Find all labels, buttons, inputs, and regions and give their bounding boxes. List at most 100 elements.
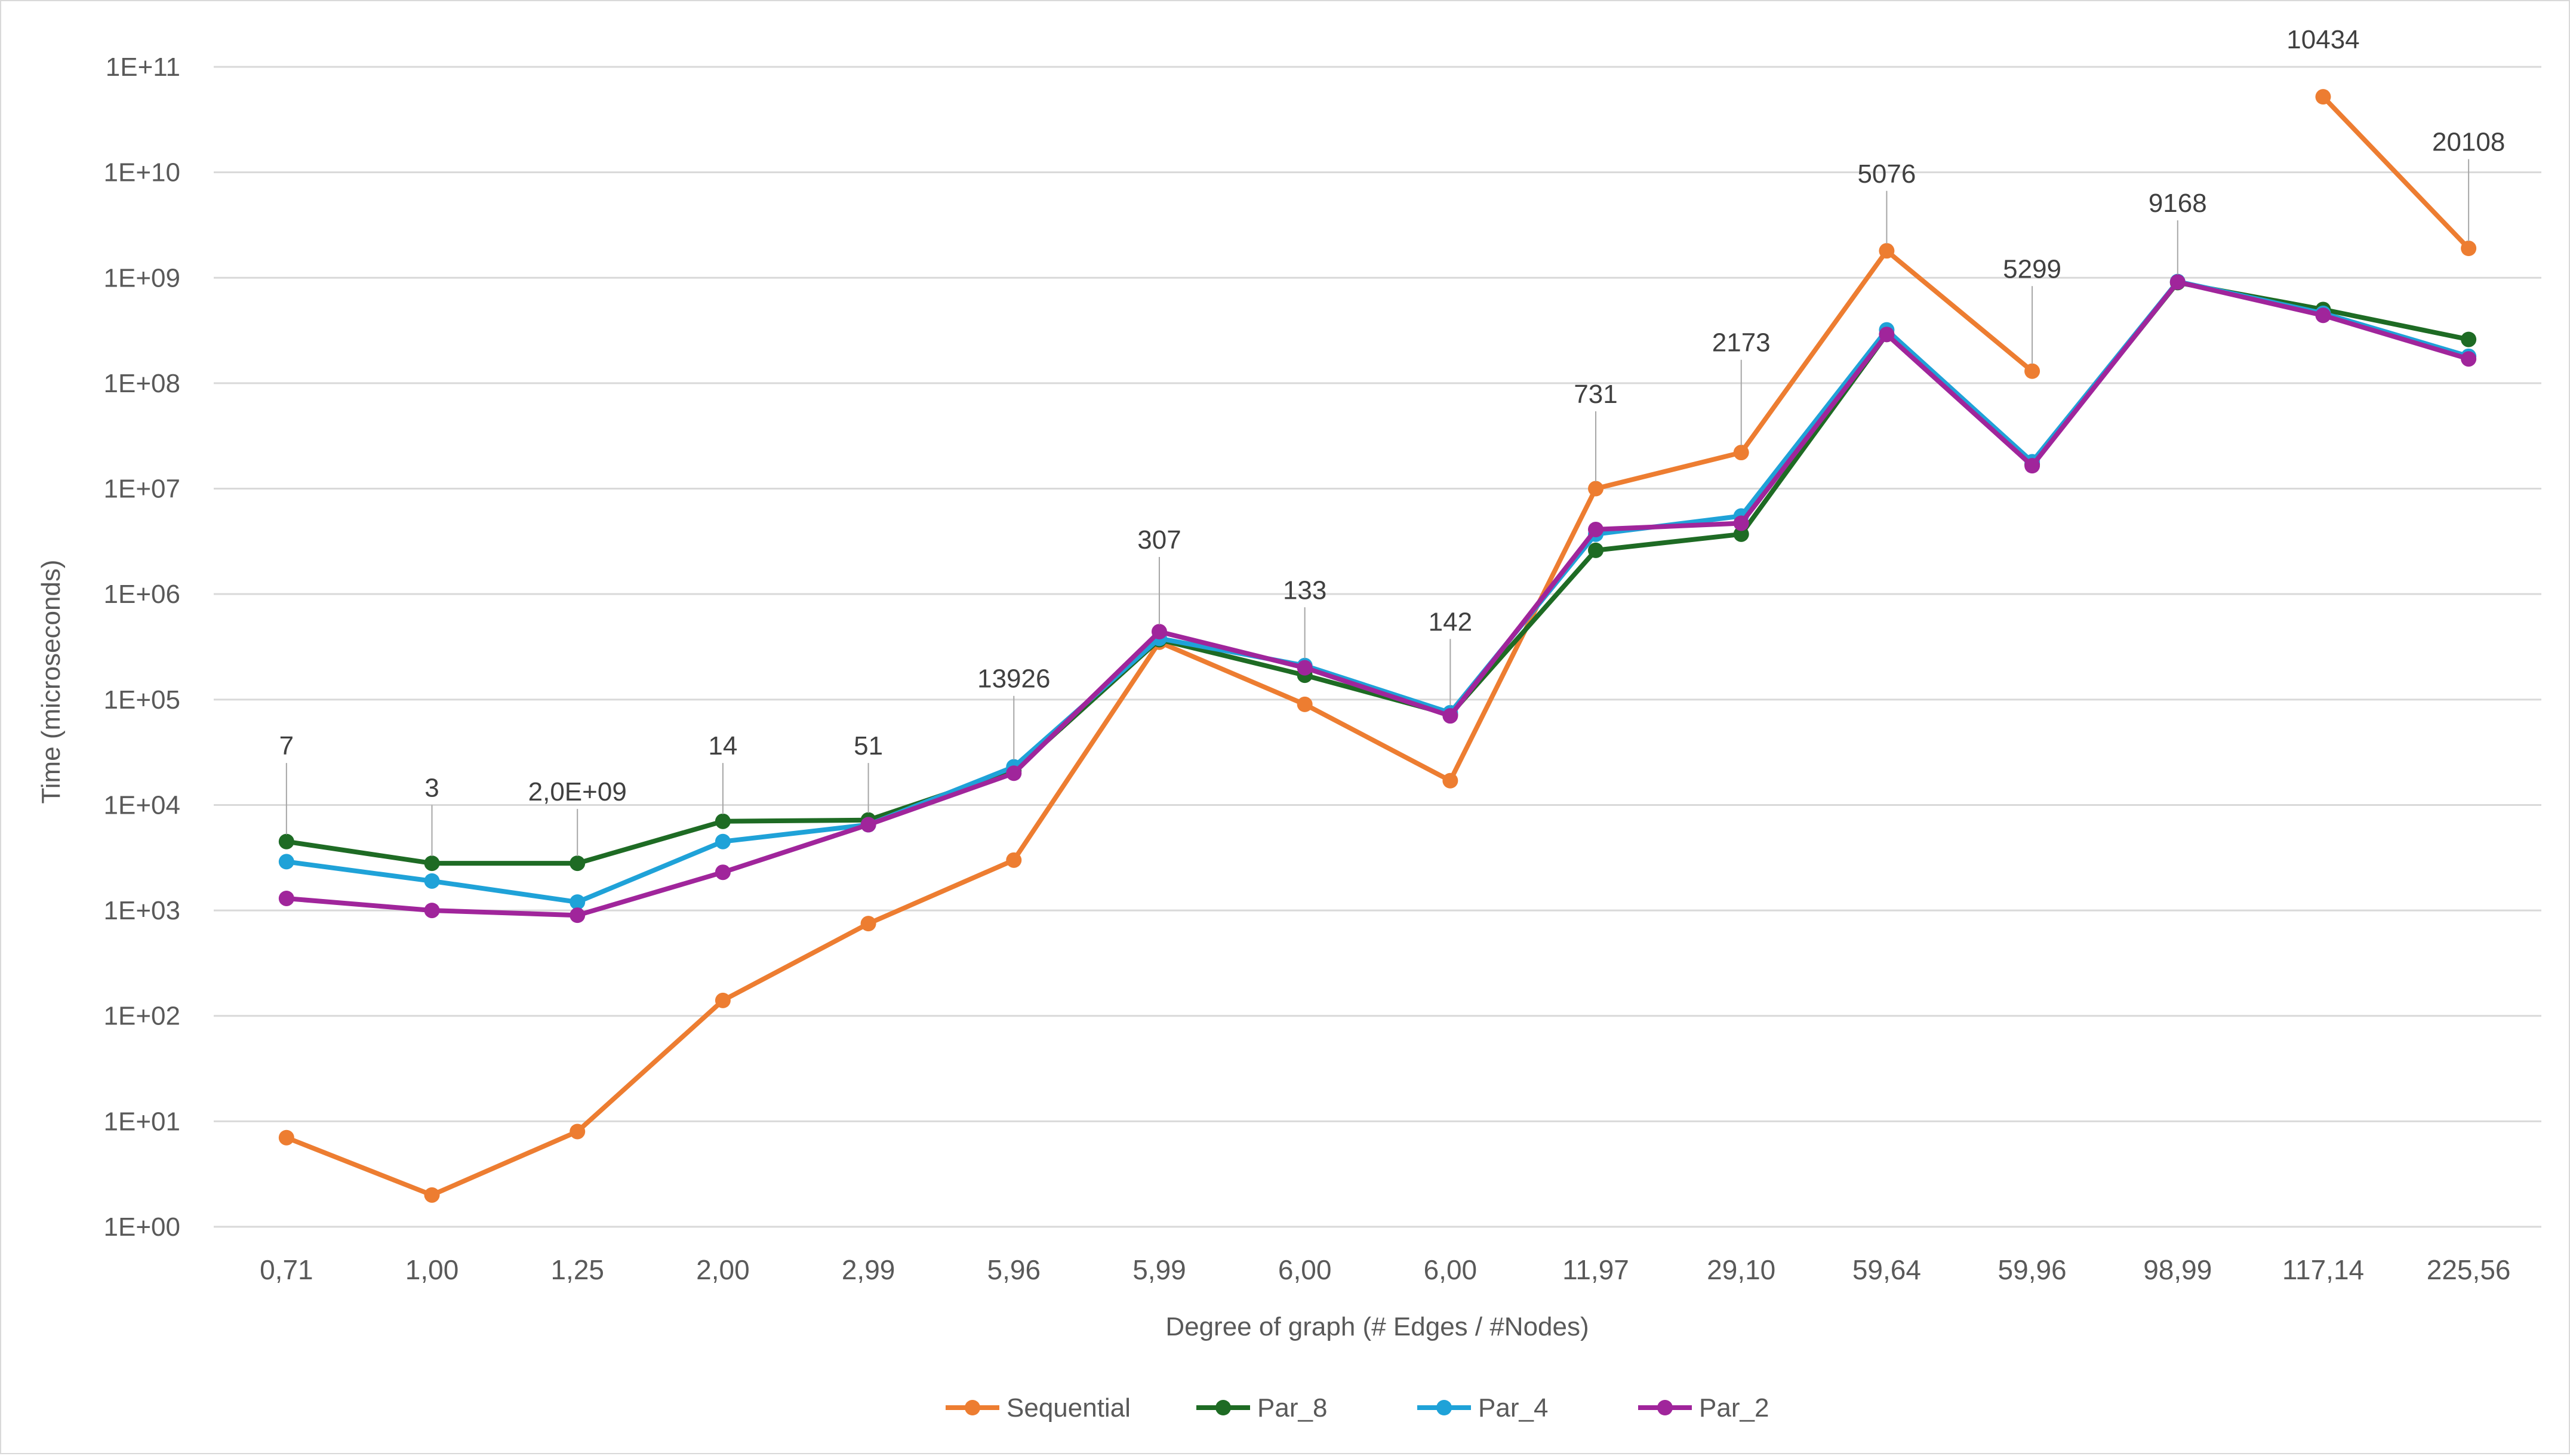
data-point bbox=[424, 855, 440, 872]
x-tick-label: 59,64 bbox=[1852, 1254, 1921, 1285]
x-tick-label: 0,71 bbox=[260, 1254, 313, 1285]
data-point bbox=[1297, 696, 1313, 712]
data-point bbox=[424, 903, 440, 919]
data-point bbox=[2024, 458, 2040, 474]
y-tick-label: 1E+00 bbox=[104, 1212, 180, 1242]
series-line bbox=[284, 279, 2471, 905]
data-point bbox=[715, 864, 731, 881]
data-point bbox=[1297, 660, 1313, 676]
y-tick-label: 1E+01 bbox=[104, 1107, 180, 1136]
data-point bbox=[278, 1129, 294, 1146]
x-tick-label: 5,96 bbox=[987, 1254, 1041, 1285]
legend-item: Sequential bbox=[946, 1393, 1131, 1423]
data-point bbox=[2461, 351, 2477, 367]
y-tick-label: 1E+11 bbox=[106, 53, 180, 82]
series-line bbox=[284, 248, 2035, 1198]
data-label: 142 bbox=[1429, 607, 1472, 636]
series-sequential bbox=[278, 89, 2477, 1203]
data-point bbox=[424, 873, 440, 889]
data-point bbox=[860, 916, 876, 932]
data-point bbox=[2315, 307, 2331, 324]
series-par-4 bbox=[278, 273, 2477, 910]
data-label: 5076 bbox=[1857, 159, 1916, 189]
data-point bbox=[715, 813, 731, 829]
series-line bbox=[284, 280, 2471, 866]
data-label: 9168 bbox=[2149, 189, 2207, 218]
x-tick-label: 5,99 bbox=[1132, 1254, 1186, 1285]
x-tick-label: 1,25 bbox=[550, 1254, 604, 1285]
x-axis-title: Degree of graph (# Edges / #Nodes) bbox=[1165, 1312, 1589, 1341]
data-label: 133 bbox=[1283, 575, 1326, 605]
data-point bbox=[2315, 89, 2331, 105]
x-tick-label: 6,00 bbox=[1278, 1254, 1332, 1285]
data-labels: 7 3 2,0E+09 14 51 13926 307 133 142 731 2173 5076 52… bbox=[279, 25, 2505, 857]
y-tick-label: 1E+02 bbox=[104, 1002, 180, 1031]
y-tick-label: 1E+10 bbox=[104, 158, 180, 187]
y-tick-label: 1E+09 bbox=[104, 263, 180, 293]
y-tick-label: 1E+03 bbox=[104, 896, 180, 925]
series-par-2 bbox=[278, 274, 2477, 924]
x-tick-label: 98,99 bbox=[2143, 1254, 2212, 1285]
data-point bbox=[1588, 521, 1604, 537]
data-label: 2173 bbox=[1712, 328, 1771, 358]
x-tick-label: 59,96 bbox=[1998, 1254, 2067, 1285]
data-point bbox=[1006, 765, 1022, 781]
legend-item: Par_8 bbox=[1196, 1393, 1327, 1423]
data-point bbox=[1442, 708, 1458, 724]
data-point bbox=[1733, 526, 1749, 542]
data-point bbox=[1588, 481, 1604, 497]
y-axis-ticks: 1E+00 1E+01 1E+02 1E+03 1E+04 1E+05 1E+06 1E+07… bbox=[104, 53, 180, 1242]
legend-label: Par_2 bbox=[1699, 1393, 1769, 1423]
data-point bbox=[2461, 241, 2477, 257]
data-point bbox=[1151, 624, 1167, 640]
data-point bbox=[1006, 852, 1022, 868]
x-tick-label: 1,00 bbox=[405, 1254, 459, 1285]
y-tick-label: 1E+08 bbox=[104, 369, 180, 398]
legend-swatch-marker bbox=[1436, 1400, 1452, 1415]
data-point bbox=[2461, 331, 2477, 347]
data-label: 307 bbox=[1137, 525, 1181, 555]
legend-label: Par_4 bbox=[1478, 1393, 1548, 1423]
data-point bbox=[570, 907, 586, 924]
data-point bbox=[570, 1123, 586, 1140]
x-tick-label: 117,14 bbox=[2282, 1254, 2364, 1285]
data-label: 10434 bbox=[2286, 25, 2359, 54]
legend-label: Par_8 bbox=[1257, 1393, 1327, 1423]
data-point bbox=[715, 833, 731, 849]
data-point bbox=[1588, 542, 1604, 558]
data-point bbox=[424, 1187, 440, 1203]
data-point bbox=[715, 992, 731, 1008]
y-tick-label: 1E+05 bbox=[104, 685, 180, 715]
x-tick-label: 6,00 bbox=[1424, 1254, 1478, 1285]
series-line bbox=[2320, 94, 2471, 251]
data-point bbox=[570, 855, 586, 872]
data-label: 14 bbox=[708, 731, 737, 761]
series-line bbox=[284, 279, 2471, 918]
data-label: 731 bbox=[1574, 380, 1617, 409]
data-point bbox=[278, 854, 294, 870]
legend-label: Sequential bbox=[1007, 1393, 1131, 1423]
y-tick-label: 1E+04 bbox=[104, 790, 180, 820]
x-axis-ticks: 0,71 1,00 1,25 2,00 2,99 5,96 5,99 6,00 6,00 11,9… bbox=[260, 1254, 2510, 1285]
data-label: 3 bbox=[424, 773, 439, 802]
gridlines bbox=[214, 66, 2541, 1122]
data-point bbox=[1733, 515, 1749, 531]
legend-item: Par_4 bbox=[1417, 1393, 1548, 1423]
data-point bbox=[1442, 772, 1458, 789]
data-point bbox=[278, 890, 294, 906]
x-tick-label: 2,99 bbox=[842, 1254, 895, 1285]
x-tick-label: 225,56 bbox=[2427, 1254, 2511, 1285]
legend: Sequential Par_8 Par_4 Par_2 bbox=[946, 1393, 1769, 1423]
legend-swatch-marker bbox=[1215, 1400, 1231, 1415]
legend-swatch-marker bbox=[965, 1400, 980, 1415]
data-point bbox=[860, 817, 876, 833]
data-point bbox=[1879, 327, 1895, 343]
data-point bbox=[1879, 243, 1895, 259]
legend-swatch-marker bbox=[1657, 1400, 1673, 1415]
x-tick-label: 11,97 bbox=[1562, 1254, 1629, 1285]
x-tick-label: 2,00 bbox=[696, 1254, 750, 1285]
data-label: 51 bbox=[854, 731, 883, 761]
y-axis-title: Time (microseconds) bbox=[36, 559, 66, 804]
data-point bbox=[278, 833, 294, 849]
